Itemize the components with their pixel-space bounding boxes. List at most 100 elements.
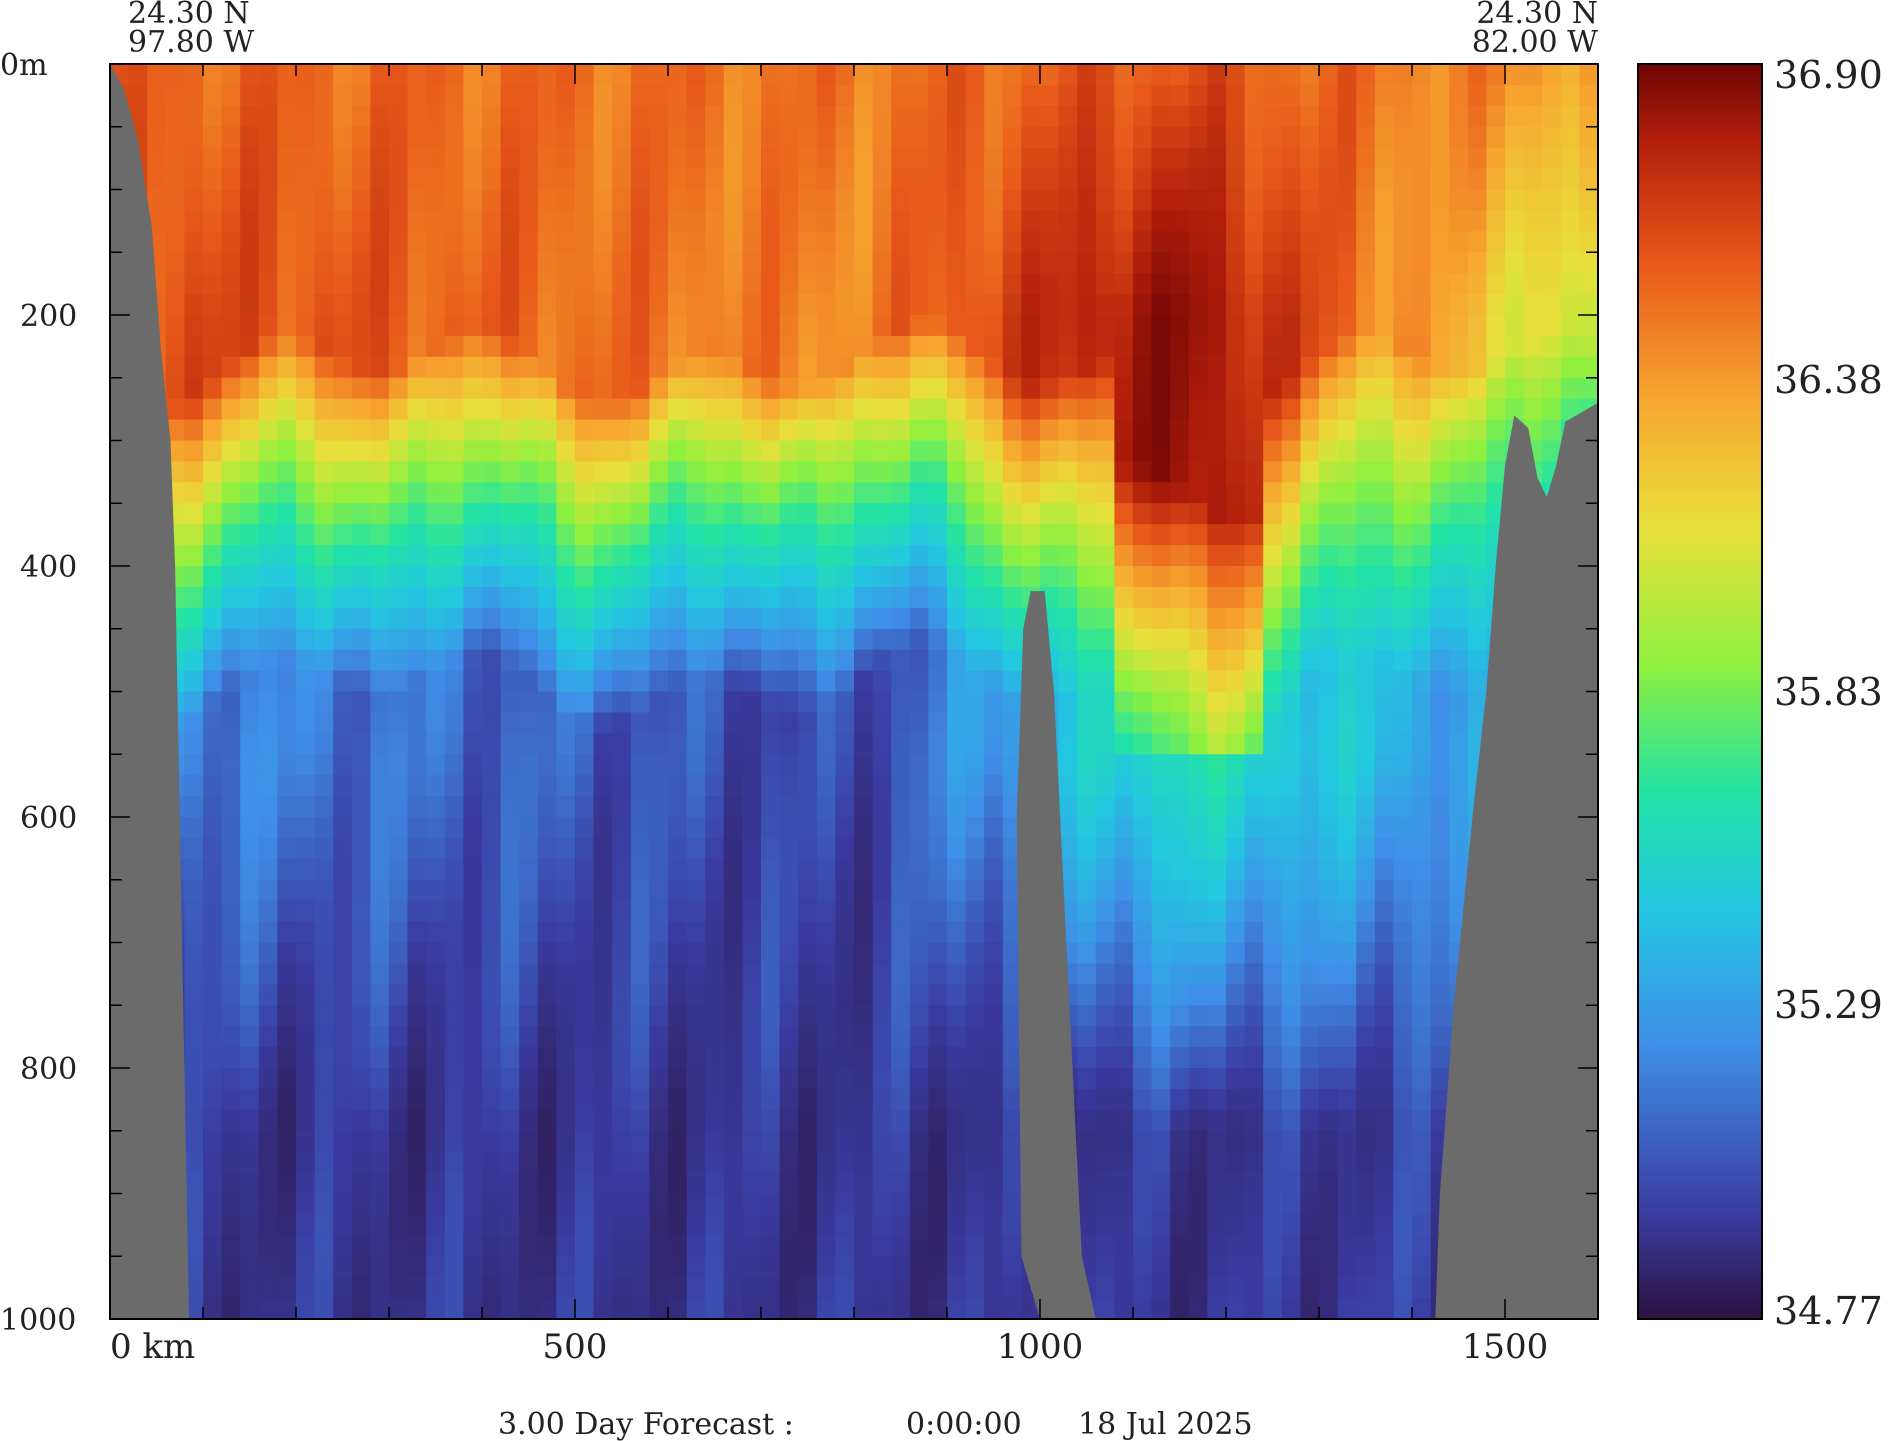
heatmap-cell <box>407 900 427 923</box>
heatmap-cell <box>1319 649 1339 672</box>
heatmap-cell <box>705 64 725 86</box>
heatmap-cell <box>1300 419 1320 442</box>
heatmap-cell <box>1393 963 1413 986</box>
heatmap-cell <box>240 461 260 484</box>
y-tick-label-800: 800 <box>20 1052 77 1087</box>
heatmap-cell <box>816 1277 837 1299</box>
heatmap-cell <box>351 419 372 442</box>
heatmap-cell <box>761 252 781 274</box>
heatmap-cell <box>1077 461 1097 484</box>
heatmap-cell <box>909 649 930 672</box>
heatmap-cell <box>947 105 967 128</box>
heatmap-cell <box>593 1277 613 1299</box>
heatmap-cell <box>984 649 1004 672</box>
heatmap-cell <box>333 315 353 337</box>
heatmap-cell <box>1449 775 1469 797</box>
heatmap-cell <box>1467 273 1488 295</box>
heatmap-cell <box>761 273 781 295</box>
heatmap-cell <box>1151 335 1171 358</box>
heatmap-cell <box>444 1172 465 1195</box>
heatmap-cell <box>965 64 985 86</box>
heatmap-cell <box>947 817 967 839</box>
heatmap-cell <box>537 1005 558 1027</box>
heatmap-cell <box>630 398 651 421</box>
heatmap-cell <box>240 691 260 714</box>
heatmap-cell <box>909 1047 930 1069</box>
heatmap-cell <box>630 482 651 505</box>
heatmap-cell <box>370 670 390 693</box>
heatmap-cell <box>1319 147 1339 170</box>
heatmap-cell <box>258 984 279 1007</box>
heatmap-cell <box>891 210 911 233</box>
heatmap-cell <box>482 189 502 212</box>
heatmap-cell <box>203 64 223 86</box>
heatmap-cell <box>612 482 632 505</box>
heatmap-cell <box>1095 963 1116 986</box>
heatmap-cell <box>872 105 892 128</box>
heatmap-cell <box>630 1193 651 1216</box>
heatmap-cell <box>835 105 855 128</box>
heatmap-cell <box>314 1088 334 1111</box>
heatmap-cell <box>630 545 651 567</box>
heatmap-cell <box>296 1005 316 1027</box>
heatmap-cell <box>984 754 1004 776</box>
heatmap-cell <box>1374 503 1395 525</box>
heatmap-cell <box>258 545 279 567</box>
heatmap-cell <box>1281 252 1302 274</box>
heatmap-cell <box>1430 273 1450 295</box>
heatmap-cell <box>965 1109 985 1132</box>
heatmap-cell <box>444 879 465 902</box>
heatmap-cell <box>1319 231 1339 254</box>
heatmap-cell <box>296 1256 316 1278</box>
heatmap-cell <box>668 942 688 965</box>
heatmap-cell <box>742 252 762 274</box>
heatmap-cell <box>389 1109 409 1132</box>
heatmap-cell <box>668 252 688 274</box>
heatmap-cell <box>1542 440 1562 463</box>
heatmap-cell <box>1077 168 1097 191</box>
heatmap-cell <box>668 858 688 881</box>
heatmap-cell <box>1207 1088 1227 1111</box>
heatmap-cell <box>1002 1005 1023 1027</box>
heatmap-cell <box>1281 963 1302 986</box>
heatmap-cell <box>314 858 334 881</box>
heatmap-cell <box>1281 1193 1302 1216</box>
heatmap-cell <box>333 356 353 379</box>
y-axis-labels: 0m 200 400 600 800 1000 <box>0 48 77 1338</box>
heatmap-cell <box>500 1151 520 1174</box>
heatmap-cell <box>537 482 558 505</box>
colorbar-labels: 36.90 36.38 35.83 35.29 34.77 <box>1774 53 1883 1333</box>
heatmap-cell <box>537 1172 558 1195</box>
heatmap-cell <box>798 1235 818 1258</box>
heatmap-cell <box>649 712 669 735</box>
heatmap-cell <box>649 733 669 756</box>
heatmap-cell <box>816 817 837 839</box>
heatmap-cell <box>668 1256 688 1278</box>
heatmap-cell <box>872 628 892 651</box>
heatmap-cell <box>1114 252 1134 274</box>
heatmap-cell <box>482 252 502 274</box>
heatmap-cell <box>1356 1256 1376 1278</box>
heatmap-cell <box>1393 691 1413 714</box>
heatmap-cell <box>537 733 558 756</box>
heatmap-cell <box>761 1214 781 1237</box>
heatmap-cell <box>1263 1068 1283 1090</box>
heatmap-cell <box>1170 586 1190 609</box>
heatmap-cell <box>1002 1068 1023 1090</box>
heatmap-cell <box>891 649 911 672</box>
heatmap-cell <box>221 105 241 128</box>
heatmap-cell <box>947 1277 967 1299</box>
heatmap-cell <box>761 963 781 986</box>
heatmap-cell <box>928 984 948 1007</box>
heatmap-cell <box>854 691 874 714</box>
heatmap-cell <box>612 189 632 212</box>
heatmap-cell <box>1300 858 1320 881</box>
heatmap-cell <box>854 900 874 923</box>
heatmap-cell <box>221 503 241 525</box>
heatmap-cell <box>1374 837 1395 860</box>
heatmap-cell <box>593 921 613 944</box>
heatmap-cell <box>798 628 818 651</box>
heatmap-cell <box>407 586 427 609</box>
heatmap-cell <box>630 900 651 923</box>
heatmap-cell <box>1244 942 1264 965</box>
